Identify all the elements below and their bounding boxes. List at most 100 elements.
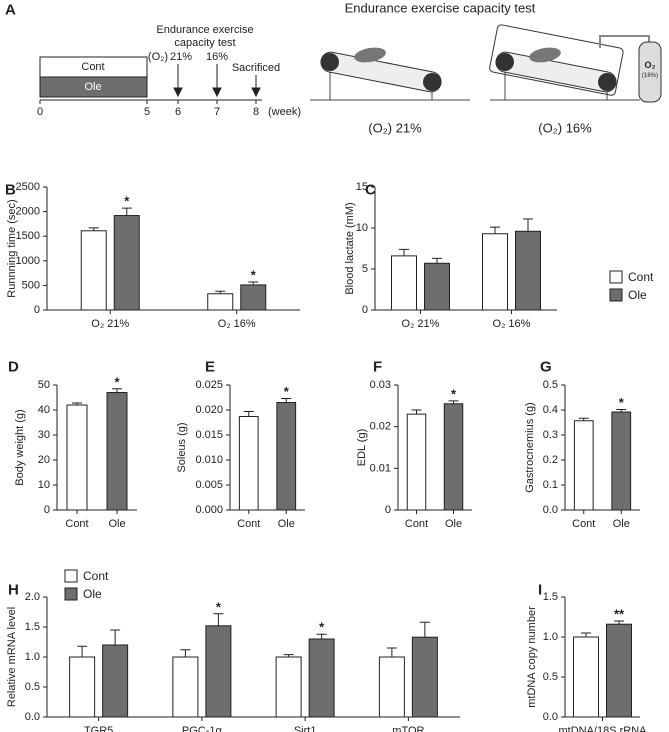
bar (308, 638, 335, 718)
error-bar (490, 226, 500, 234)
legend-swatch (609, 270, 623, 284)
bar (611, 411, 632, 511)
y-tick-label: 40 (38, 404, 50, 416)
timeline-title: capacity test (174, 37, 235, 49)
x-tick-label: O₂ 16% (493, 318, 531, 330)
bar (573, 420, 594, 511)
x-tick-label: mTOR (392, 725, 424, 732)
significance-label: * (251, 267, 257, 282)
significance-label: * (114, 374, 120, 389)
bar (69, 656, 96, 718)
bar (406, 413, 427, 511)
bar (443, 403, 464, 511)
bar (238, 416, 259, 511)
x-tick-label: Ole (613, 518, 630, 530)
y-tick-label: 0.015 (195, 429, 223, 441)
bar (606, 623, 632, 718)
bar (102, 644, 129, 718)
x-tick-label: Cont (237, 518, 260, 530)
y-tick-label: 10 (356, 222, 368, 234)
bar (66, 404, 88, 511)
significance-label: * (124, 194, 130, 209)
y-tick-label: 0.005 (195, 479, 223, 491)
error-bar (578, 417, 589, 421)
panel-letter: E (205, 359, 215, 376)
y-tick-label: 5 (362, 263, 368, 275)
error-bar (121, 207, 132, 216)
belt (320, 51, 442, 93)
significance-label: * (451, 386, 457, 401)
arrow-label: 16% (206, 51, 228, 63)
legend-label: Cont (628, 270, 654, 284)
error-bar (419, 621, 430, 638)
y-tick-label: 0.0 (25, 711, 40, 723)
x-tick-label: TGR5 (84, 725, 113, 732)
rat (354, 47, 386, 63)
bar (113, 215, 140, 311)
error-bar (448, 400, 459, 404)
error-bar (616, 409, 627, 412)
y-tick-label: 0.4 (543, 404, 558, 416)
y-tick-label: 0.01 (370, 462, 391, 474)
y-tick-label: 2000 (16, 206, 40, 218)
panel-letter: A (5, 2, 16, 19)
x-tick-label: Sirt1 (294, 725, 317, 732)
y-tick-label: 30 (38, 429, 50, 441)
group-label: Cont (81, 61, 104, 73)
significance-label: * (619, 395, 625, 410)
x-tick-label: O₂ 21% (91, 318, 129, 330)
panel-letter: D (8, 359, 19, 376)
bar (391, 255, 417, 311)
arrows (173, 64, 261, 98)
y-tick-label: 0 (385, 504, 391, 516)
error-bar (112, 388, 122, 393)
y-axis-label: Soleus (g) (176, 422, 188, 472)
bar (205, 625, 232, 718)
error-bar (386, 647, 397, 657)
treadmill-illustrations: Endurance exercise capacity test (O₂) 21… (310, 1, 662, 136)
y-tick-label: 0.1 (543, 479, 558, 491)
y-tick-label: 1500 (16, 230, 40, 242)
oxygen-tank (638, 41, 662, 103)
tank-label: O₂ (645, 60, 656, 70)
timeline-tick-label: 8 (253, 106, 259, 118)
y-axis-label: Blood lactate (mM) (344, 202, 356, 294)
y-tick-label: 0.2 (543, 454, 558, 466)
y-tick-label: 500 (22, 279, 40, 291)
y-tick-label: 0 (44, 504, 50, 516)
panel-letter: H (8, 582, 19, 599)
y-tick-label: 0.020 (195, 404, 223, 416)
legend-label: Ole (83, 587, 102, 601)
bar (515, 230, 541, 311)
y-tick-label: 1.5 (543, 591, 558, 603)
timeline-unit: (week) (268, 106, 301, 118)
bar (80, 230, 107, 311)
x-tick-label: mtDNA/18S rRNA (558, 725, 647, 732)
bar (378, 656, 405, 718)
caption: (O₂) 16% (538, 121, 592, 136)
panel-letter: C (365, 182, 376, 199)
error-bar (248, 281, 259, 285)
panel-letter: F (373, 359, 382, 376)
error-bar (88, 227, 99, 231)
tank-label: (16%) (642, 73, 658, 79)
x-tick-label: Ole (445, 518, 462, 530)
group-label: Ole (84, 81, 101, 93)
y-axis-label: Runnning time (sec) (6, 199, 18, 297)
wheel (496, 53, 514, 71)
error-bar (399, 248, 409, 256)
error-bar (72, 402, 82, 405)
timeline-tick-label: 0 (37, 106, 43, 118)
y-tick-label: 0.03 (370, 379, 391, 391)
panel-a: A Cont Ole 0 5 6 7 8 (week) Endurance ex… (5, 2, 301, 119)
error-bar (316, 633, 327, 639)
significance-label: * (216, 599, 222, 614)
timeline-tick-label: 5 (144, 106, 150, 118)
o2-prefix: (O₂) (148, 51, 168, 63)
y-tick-label: 20 (38, 454, 50, 466)
y-axis-label: mtDNA copy number (526, 606, 538, 708)
arrow-label: 21% (170, 51, 192, 63)
caption: (O₂) 21% (368, 121, 422, 136)
y-tick-label: 1.0 (25, 651, 40, 663)
